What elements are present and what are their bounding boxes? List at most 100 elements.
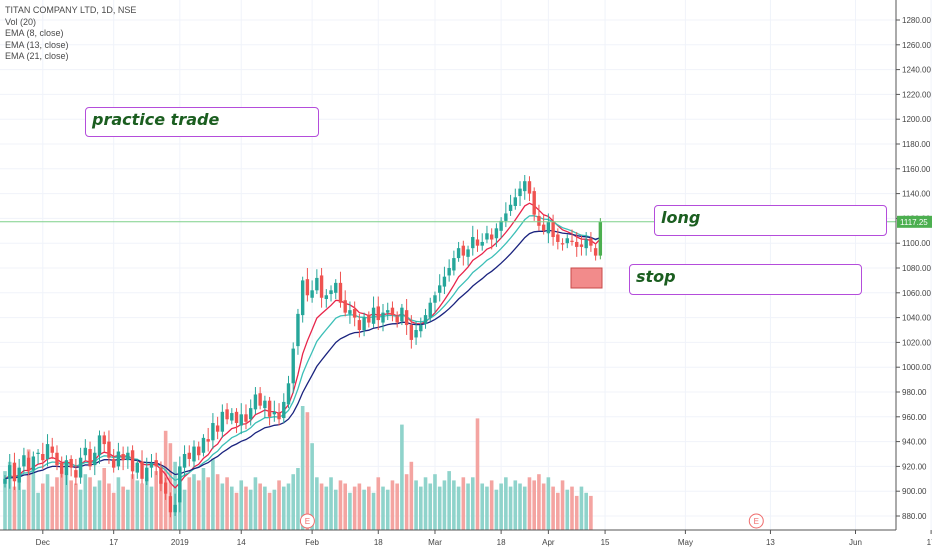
- volume-bar: [395, 483, 399, 530]
- time-tick-label: 18: [374, 538, 383, 547]
- practice-trade-text: practice trade: [92, 110, 220, 129]
- candle-body: [433, 295, 437, 303]
- volume-bar: [17, 477, 21, 530]
- candle-body: [343, 300, 347, 313]
- candle-body: [428, 302, 432, 318]
- volume-bar: [565, 489, 570, 530]
- volume-bar: [494, 489, 499, 530]
- volume-bar: [196, 480, 201, 530]
- candle-body: [513, 197, 517, 206]
- volume-bar: [26, 449, 31, 530]
- volume-bar: [41, 483, 45, 530]
- volume-bar: [499, 483, 503, 530]
- last-price-label: 1117.25: [900, 218, 928, 227]
- candle-body: [154, 460, 158, 467]
- long-note[interactable]: long: [654, 205, 887, 236]
- candle-body: [244, 414, 248, 422]
- volume-bar: [551, 486, 555, 530]
- time-tick-label: 17: [927, 538, 932, 547]
- candle-body: [419, 325, 423, 332]
- volume-bar: [390, 480, 395, 530]
- volume-bar: [404, 474, 409, 530]
- volume-bar: [230, 486, 234, 530]
- volume-bar: [159, 480, 163, 530]
- candle-body: [249, 408, 253, 420]
- time-tick-label: 18: [497, 538, 506, 547]
- volume-indicator-label[interactable]: Vol (20): [5, 16, 37, 27]
- stop-note[interactable]: stop: [629, 264, 862, 295]
- volume-bar: [244, 486, 248, 530]
- volume-bar: [88, 477, 92, 530]
- volume-bar: [215, 474, 220, 530]
- candle-body: [570, 240, 574, 242]
- volume-bar: [74, 483, 78, 530]
- candle-body: [135, 462, 139, 473]
- ema-21-label[interactable]: EMA (21, close): [5, 51, 69, 61]
- candle-body: [187, 452, 191, 459]
- volume-bar: [480, 483, 485, 530]
- candle-body: [163, 482, 168, 494]
- price-tick-label: 1280.00: [902, 16, 931, 25]
- candle-body: [456, 248, 461, 259]
- candle-body: [461, 245, 466, 256]
- candle-body: [414, 330, 418, 338]
- candle-body: [537, 215, 541, 226]
- price-tick-label: 1000.00: [902, 363, 931, 372]
- candle-body: [541, 224, 546, 231]
- time-tick-label: 2019: [171, 538, 189, 547]
- symbol-title[interactable]: TITAN COMPANY LTD, 1D, NSE: [5, 5, 137, 15]
- candle-body: [277, 413, 281, 420]
- volume-bar: [508, 486, 513, 530]
- volume-bar: [447, 471, 451, 530]
- volume-bar: [97, 480, 102, 530]
- volume-bar: [3, 471, 7, 530]
- volume-bar: [376, 477, 381, 530]
- volume-bar: [546, 477, 551, 530]
- candle-body: [159, 467, 163, 484]
- candle-body: [258, 393, 262, 406]
- volume-bar: [140, 483, 144, 530]
- volume-bar: [201, 468, 206, 530]
- price-tick-label: 1060.00: [902, 289, 931, 298]
- volume-bar: [371, 492, 376, 530]
- candle-body: [319, 275, 324, 298]
- volume-bar: [59, 471, 64, 530]
- candle-body: [494, 228, 499, 239]
- candle-body: [376, 306, 380, 321]
- candle-body: [447, 268, 451, 276]
- volume-bar: [253, 477, 258, 530]
- earnings-marker: [748, 513, 764, 529]
- candle-body: [593, 248, 598, 256]
- volume-bar: [50, 486, 55, 530]
- volume-bar: [286, 483, 291, 530]
- volume-bar: [574, 495, 579, 530]
- time-tick-label: Jun: [849, 538, 862, 547]
- candle-body: [386, 310, 390, 313]
- candle-body: [452, 258, 456, 271]
- candle-body: [111, 458, 116, 468]
- candle-body: [390, 307, 395, 316]
- candle-body: [215, 425, 220, 432]
- volume-bar: [69, 480, 73, 530]
- volume-bar: [144, 477, 149, 530]
- time-tick-label: 14: [237, 538, 246, 547]
- candle-body: [145, 467, 149, 482]
- ema-8-label[interactable]: EMA (8, close): [5, 28, 64, 38]
- candle-body: [74, 470, 78, 478]
- volume-bar: [130, 474, 135, 530]
- candle-body: [41, 454, 45, 461]
- candle-body: [442, 276, 447, 287]
- price-tick-label: 1020.00: [902, 338, 931, 347]
- ema-13-label[interactable]: EMA (13, close): [5, 39, 69, 50]
- time-tick-label: 13: [766, 538, 775, 547]
- candle-body: [17, 467, 21, 483]
- price-tick-label: 1160.00: [902, 165, 931, 174]
- volume-bar: [31, 468, 36, 530]
- volume-bar: [442, 480, 447, 530]
- candle-body: [329, 290, 333, 295]
- volume-bar: [338, 480, 343, 530]
- candle-body: [60, 462, 64, 474]
- practice-trade-note[interactable]: practice trade: [85, 107, 319, 137]
